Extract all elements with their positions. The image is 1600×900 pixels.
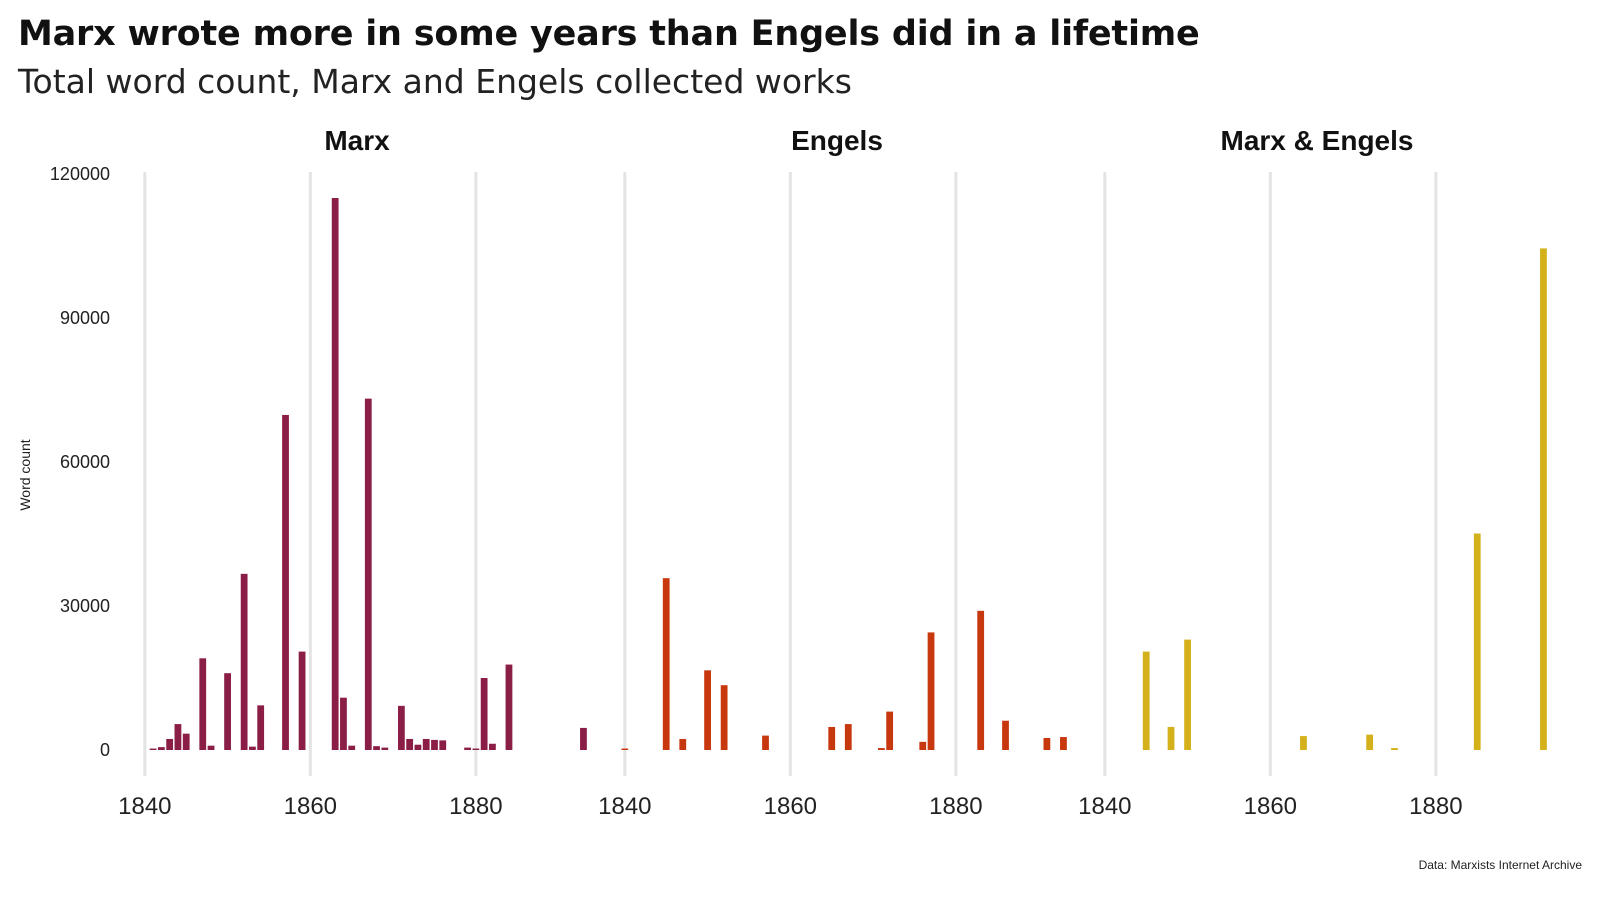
x-tick-label: 1860 — [764, 793, 817, 820]
bar — [977, 610, 985, 750]
bar — [1167, 726, 1175, 750]
bar — [844, 724, 852, 750]
bar — [877, 748, 885, 750]
bar — [224, 673, 231, 750]
bar — [414, 744, 422, 750]
bar — [157, 747, 165, 750]
y-tick-label: 60000 — [60, 452, 110, 472]
chart-title: Marx wrote more in some years than Engel… — [18, 14, 1200, 54]
x-tick-label: 1840 — [118, 793, 171, 820]
facet-title: Engels — [791, 125, 883, 156]
bar — [1002, 720, 1009, 750]
bar — [249, 746, 256, 750]
bar — [505, 664, 513, 750]
bar — [348, 745, 356, 750]
bar — [679, 738, 687, 750]
bar — [489, 743, 496, 750]
bar — [828, 726, 836, 750]
bar — [662, 578, 670, 750]
bar — [174, 724, 182, 750]
bar — [480, 678, 488, 750]
bar — [919, 741, 927, 750]
bar — [373, 746, 380, 750]
bar — [1540, 248, 1547, 750]
bar — [762, 735, 769, 750]
bar — [1184, 639, 1191, 750]
bar — [580, 727, 587, 750]
bar — [166, 738, 174, 750]
bar — [1060, 737, 1067, 750]
bar — [704, 670, 711, 750]
bar — [1366, 734, 1374, 750]
x-tick-label: 1880 — [1409, 793, 1462, 820]
x-tick-label: 1840 — [1078, 793, 1131, 820]
facet-title: Marx — [324, 125, 390, 156]
bar — [257, 705, 265, 750]
bar — [1300, 736, 1307, 750]
bar — [1391, 748, 1398, 750]
chart-subtitle: Total word count, Marx and Engels collec… — [18, 62, 852, 101]
bar — [397, 705, 405, 750]
x-tick-label: 1880 — [449, 793, 502, 820]
bar — [1043, 738, 1051, 750]
y-tick-label: 120000 — [50, 164, 110, 184]
y-tick-label: 0 — [100, 740, 110, 760]
bar — [927, 632, 935, 750]
facet-title: Marx & Engels — [1221, 125, 1414, 156]
bar — [331, 198, 339, 750]
y-tick-label: 90000 — [60, 308, 110, 328]
x-tick-label: 1860 — [1244, 793, 1297, 820]
x-tick-label: 1860 — [284, 793, 337, 820]
bar — [240, 573, 248, 750]
bar — [364, 398, 372, 750]
bar — [182, 733, 190, 750]
bar — [422, 738, 430, 750]
data-source-caption: Data: Marxists Internet Archive — [1418, 858, 1582, 872]
bar — [472, 748, 480, 750]
bar — [1473, 533, 1481, 750]
bar — [207, 745, 215, 750]
bar — [149, 748, 157, 750]
bar — [298, 651, 306, 750]
bar — [282, 414, 289, 750]
x-tick-label: 1840 — [598, 793, 651, 820]
bar — [439, 740, 447, 750]
bar — [720, 685, 728, 750]
bar — [431, 739, 438, 750]
y-axis-label: Word count — [17, 439, 33, 510]
bar — [199, 658, 207, 750]
bar — [621, 748, 629, 750]
bar — [464, 747, 471, 750]
bar — [406, 738, 414, 750]
bar — [340, 697, 347, 750]
bar — [886, 711, 894, 750]
bar — [381, 747, 389, 750]
bar — [1142, 651, 1150, 750]
y-tick-label: 30000 — [60, 596, 110, 616]
x-tick-label: 1880 — [929, 793, 982, 820]
